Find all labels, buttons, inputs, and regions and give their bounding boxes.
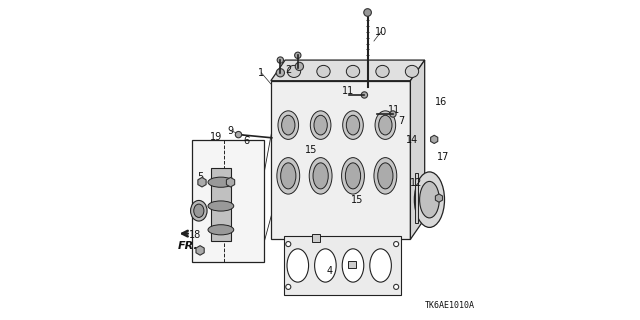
Text: 14: 14	[406, 135, 418, 145]
Ellipse shape	[346, 115, 360, 135]
Circle shape	[236, 132, 242, 138]
Polygon shape	[196, 246, 204, 255]
Text: 2: 2	[285, 65, 291, 75]
Circle shape	[361, 92, 367, 98]
Ellipse shape	[414, 172, 445, 228]
Ellipse shape	[346, 163, 360, 189]
Bar	[193, 140, 264, 262]
Text: 18: 18	[189, 229, 201, 240]
Text: 3: 3	[431, 195, 436, 205]
Bar	[312, 234, 320, 242]
Ellipse shape	[287, 65, 301, 77]
Ellipse shape	[375, 111, 396, 140]
Ellipse shape	[310, 111, 331, 140]
Circle shape	[295, 62, 303, 70]
Text: 11: 11	[342, 86, 354, 96]
Polygon shape	[198, 178, 206, 187]
Ellipse shape	[278, 111, 299, 140]
Text: 12: 12	[410, 178, 422, 188]
Ellipse shape	[317, 65, 330, 77]
Circle shape	[285, 284, 291, 289]
Ellipse shape	[374, 158, 397, 194]
Ellipse shape	[208, 177, 234, 187]
Text: 5: 5	[197, 172, 204, 182]
Polygon shape	[271, 81, 410, 239]
Ellipse shape	[208, 225, 234, 235]
Ellipse shape	[194, 204, 204, 217]
Ellipse shape	[314, 115, 327, 135]
Polygon shape	[435, 194, 442, 202]
Circle shape	[294, 52, 301, 59]
Text: 15: 15	[351, 195, 364, 205]
Ellipse shape	[370, 249, 392, 282]
Polygon shape	[410, 60, 425, 239]
Text: 1: 1	[259, 68, 264, 78]
Ellipse shape	[342, 111, 364, 140]
Ellipse shape	[309, 158, 332, 194]
Ellipse shape	[342, 158, 364, 194]
Text: 4: 4	[326, 266, 333, 276]
Ellipse shape	[378, 163, 393, 189]
Text: 16: 16	[435, 97, 447, 107]
Polygon shape	[227, 178, 235, 187]
Text: 6: 6	[243, 136, 250, 146]
Text: 7: 7	[398, 116, 404, 126]
Ellipse shape	[376, 65, 389, 77]
Text: 9: 9	[227, 126, 234, 136]
Circle shape	[394, 242, 399, 247]
Text: 15: 15	[305, 145, 317, 155]
Text: 10: 10	[375, 27, 387, 36]
Text: 19: 19	[210, 132, 222, 142]
Circle shape	[394, 284, 399, 289]
Ellipse shape	[287, 249, 308, 282]
Polygon shape	[271, 60, 425, 81]
Ellipse shape	[281, 163, 296, 189]
Circle shape	[276, 69, 284, 77]
Ellipse shape	[342, 249, 364, 282]
Polygon shape	[431, 135, 438, 143]
Circle shape	[390, 111, 396, 117]
Polygon shape	[284, 236, 401, 295]
Polygon shape	[415, 173, 419, 223]
Text: TK6AE1010A: TK6AE1010A	[425, 301, 475, 310]
Text: 8: 8	[216, 170, 222, 180]
Text: 11: 11	[387, 105, 400, 115]
Ellipse shape	[313, 163, 328, 189]
Ellipse shape	[405, 65, 419, 77]
Ellipse shape	[277, 158, 300, 194]
Circle shape	[285, 242, 291, 247]
Text: 17: 17	[437, 152, 449, 163]
Ellipse shape	[420, 181, 439, 218]
Ellipse shape	[282, 115, 295, 135]
Text: 13: 13	[222, 176, 234, 186]
Ellipse shape	[379, 115, 392, 135]
Circle shape	[277, 57, 284, 63]
Bar	[348, 261, 356, 268]
Ellipse shape	[315, 249, 336, 282]
Bar	[211, 168, 231, 241]
Ellipse shape	[346, 65, 360, 77]
Circle shape	[364, 9, 371, 16]
Text: FR.: FR.	[177, 241, 198, 251]
Ellipse shape	[208, 201, 234, 211]
Ellipse shape	[191, 200, 207, 221]
